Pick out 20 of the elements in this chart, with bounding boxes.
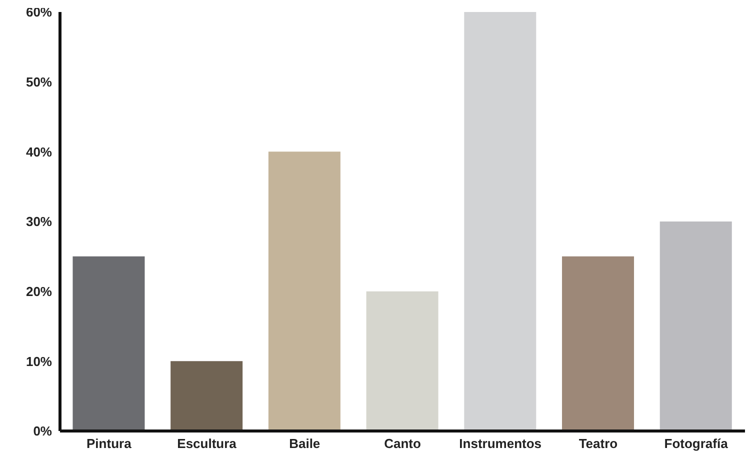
bar	[366, 291, 438, 431]
bar	[562, 256, 634, 431]
x-tick-label: Baile	[289, 436, 320, 452]
x-tick-label: Teatro	[578, 436, 618, 452]
bar	[464, 12, 536, 431]
x-tick-label: Fotografía	[664, 436, 729, 452]
bar	[268, 152, 340, 431]
y-tick-label: 20%	[26, 284, 52, 299]
bar	[72, 256, 145, 431]
y-tick-label: 10%	[26, 354, 52, 369]
y-tick-label: 40%	[26, 144, 52, 160]
y-tick-label: 50%	[26, 74, 52, 90]
x-tick-label: Canto	[384, 436, 421, 452]
y-tick-label: 30%	[26, 214, 52, 230]
bar	[170, 361, 243, 431]
x-tick-label: Instrumentos	[459, 436, 542, 452]
y-tick-label: 0%	[33, 424, 52, 439]
x-tick-label: Pintura	[86, 436, 132, 452]
x-tick-label: Escultura	[177, 436, 238, 452]
bar	[660, 222, 732, 431]
